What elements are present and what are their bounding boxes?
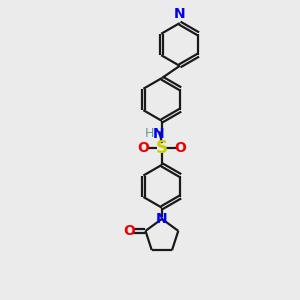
Text: O: O: [123, 224, 135, 238]
Text: S: S: [156, 139, 168, 157]
Text: O: O: [175, 141, 187, 154]
Text: H: H: [145, 127, 154, 140]
Text: N: N: [152, 127, 164, 141]
Text: N: N: [156, 212, 168, 226]
Text: N: N: [174, 7, 185, 21]
Text: O: O: [137, 141, 149, 154]
